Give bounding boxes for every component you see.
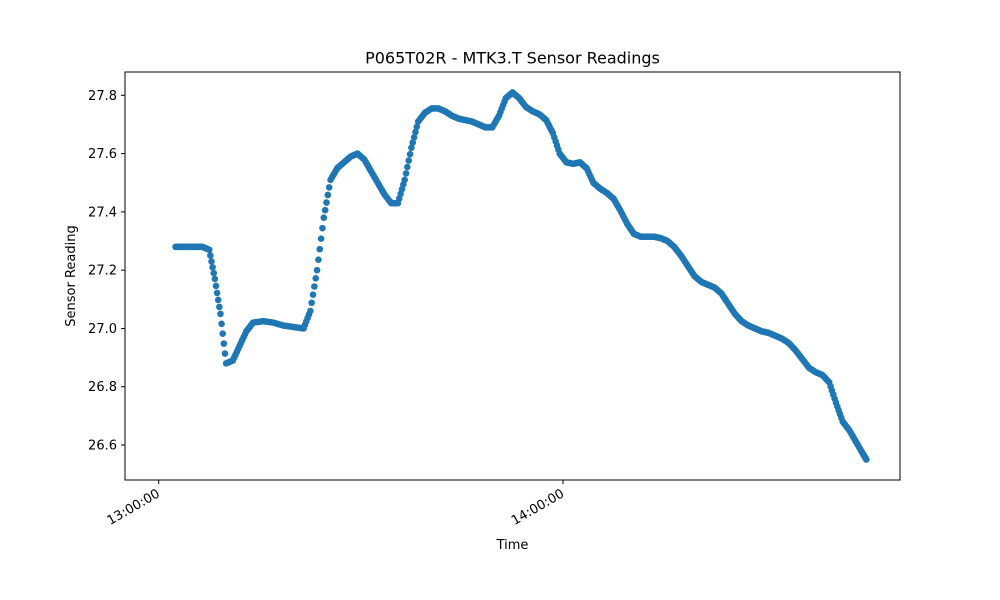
- data-point: [317, 235, 325, 242]
- data-point: [404, 163, 411, 171]
- data-point: [211, 275, 219, 283]
- data-point: [205, 246, 213, 254]
- data-point: [210, 269, 218, 277]
- x-axis-label: Time: [496, 538, 529, 553]
- data-point: [402, 170, 410, 177]
- y-tick-label: 27.8: [88, 89, 117, 104]
- data-point: [406, 150, 414, 158]
- data-point: [325, 184, 333, 191]
- data-point: [321, 206, 329, 214]
- data-point: [212, 282, 220, 290]
- data-point: [216, 303, 223, 311]
- data-point: [217, 310, 224, 318]
- y-axis-label: Sensor Reading: [64, 225, 79, 326]
- data-points: [172, 89, 870, 463]
- data-point: [221, 350, 229, 357]
- data-point: [308, 299, 315, 307]
- data-point: [863, 456, 870, 463]
- y-tick-label: 27.6: [88, 147, 117, 162]
- y-tick-label: 27.0: [88, 322, 117, 337]
- x-axis: 13:00:00 14:00:00: [105, 480, 567, 529]
- data-point: [220, 340, 228, 347]
- data-point: [213, 289, 221, 297]
- data-point: [218, 320, 225, 328]
- data-point: [405, 157, 413, 164]
- data-point: [316, 245, 324, 253]
- data-point: [412, 128, 419, 136]
- data-point: [401, 176, 408, 184]
- data-point: [324, 191, 332, 199]
- data-point: [311, 283, 318, 290]
- chart-title: P065T02R - MTK3.T Sensor Readings: [365, 49, 660, 68]
- y-tick-label: 27.2: [88, 264, 117, 279]
- plot-area: [125, 72, 900, 480]
- x-tick-label: 13:00:00: [105, 486, 163, 528]
- data-point: [207, 252, 214, 259]
- y-tick-label: 26.8: [88, 380, 117, 395]
- data-point: [313, 266, 321, 274]
- data-point: [409, 139, 417, 146]
- y-axis: 26.6 26.8 27.0 27.2 27.4 27.6 27.8: [88, 89, 125, 454]
- data-point: [323, 199, 330, 206]
- data-point: [320, 214, 328, 222]
- data-point: [214, 296, 222, 304]
- data-point: [408, 144, 415, 152]
- x-tick-label: 14:00:00: [509, 486, 567, 528]
- data-point: [410, 133, 418, 141]
- data-point: [312, 275, 320, 282]
- data-point: [307, 307, 314, 315]
- plot-frame: [124, 71, 901, 481]
- y-tick-label: 26.6: [88, 439, 117, 454]
- data-point: [208, 258, 215, 265]
- data-point: [315, 256, 322, 263]
- data-point: [219, 330, 227, 338]
- data-point: [413, 123, 421, 131]
- y-tick-label: 27.4: [88, 205, 117, 220]
- data-point: [319, 224, 326, 232]
- data-point: [209, 263, 216, 271]
- data-point: [309, 291, 317, 298]
